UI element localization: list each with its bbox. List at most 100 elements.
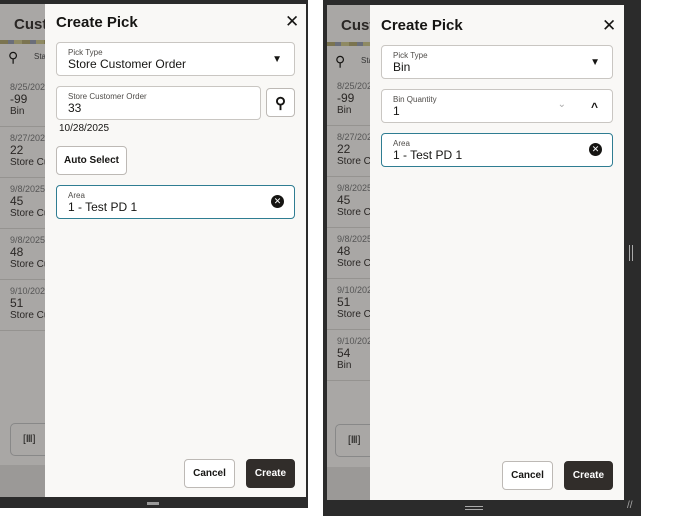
list-item-num: -99 — [337, 91, 355, 105]
create-button[interactable]: Create — [564, 461, 613, 490]
search-icon[interactable]: ⚲ — [335, 53, 346, 69]
list-item-date: 9/10/202 — [337, 336, 373, 346]
area-input[interactable]: Area 1 - Test PD 1 ✕ — [56, 185, 295, 219]
list-item-date: 8/27/202 — [337, 132, 373, 142]
list-item[interactable]: 9/8/2025 45 Store Cu — [327, 177, 375, 228]
search-icon[interactable]: ⚲ — [8, 49, 19, 65]
clear-icon[interactable]: ✕ — [271, 195, 284, 208]
create-button[interactable]: Create — [246, 459, 295, 488]
left-create-pick-drawer: Create Pick ✕ Pick Type Store Customer O… — [45, 4, 306, 497]
search-icon: ⚲ — [275, 94, 286, 112]
footer-bar — [327, 467, 375, 500]
list-item-type: Bin — [337, 105, 352, 116]
clear-icon[interactable]: ✕ — [589, 143, 602, 156]
order-search-button[interactable]: ⚲ — [266, 88, 295, 117]
scan-button[interactable]: [Ⅲ] — [335, 424, 375, 457]
list-item-num: 51 — [337, 295, 351, 309]
cancel-button[interactable]: Cancel — [502, 461, 553, 490]
auto-select-button[interactable]: Auto Select — [56, 146, 127, 175]
list-item-date: 8/25/202 — [10, 82, 46, 92]
field-label: Pick Type — [68, 48, 103, 57]
list-item-date: 9/10/202 — [10, 286, 46, 296]
background-title: Cust — [14, 16, 48, 33]
list-item[interactable]: 9/8/2025 48 Store Cu — [327, 228, 375, 279]
list-item[interactable]: 9/10/202 51 Store Cu — [0, 280, 50, 331]
header-stripe — [327, 42, 375, 46]
drawer-title: Create Pick — [381, 17, 463, 34]
pick-type-select[interactable]: Pick Type Bin ▼ — [381, 45, 613, 79]
list-item-type: Bin — [337, 360, 352, 371]
list-item-date: 9/10/202 — [337, 285, 373, 295]
right-background-screen: Cust ⚲ Sta 8/25/202 -99 Bin 8/27/202 22 Store… — [327, 5, 375, 500]
list-item[interactable]: 9/10/202 54 Bin — [327, 330, 375, 381]
drawer-title: Create Pick — [56, 14, 138, 31]
pick-type-select[interactable]: Pick Type Store Customer Order ▼ — [56, 42, 295, 76]
list-item-type: Store Cu — [10, 157, 50, 168]
list-item-num: 45 — [10, 194, 24, 208]
scan-button[interactable]: [Ⅲ] — [10, 423, 50, 456]
footer-bar — [0, 465, 50, 497]
list-item-date: 9/8/2025 — [10, 235, 46, 245]
bottom-drag-handle[interactable] — [465, 506, 483, 510]
list-item-date: 8/25/202 — [337, 81, 373, 91]
bottom-drag-handle[interactable] — [147, 502, 159, 505]
list-item-num: 54 — [337, 346, 351, 360]
barcode-scan-icon: [Ⅲ] — [23, 434, 36, 445]
list-item-type: Store Cu — [10, 259, 50, 270]
list-item[interactable]: 9/8/2025 48 Store Cu — [0, 229, 50, 280]
field-label: Area — [393, 139, 410, 148]
field-label: Pick Type — [393, 51, 428, 60]
search-label: Sta — [361, 56, 374, 65]
increment-chevron-up-icon[interactable]: ^ — [590, 100, 598, 114]
left-background-screen: Cust ⚲ Sta 8/25/202 -99 Bin 8/27/202 22 Store… — [0, 4, 50, 497]
caret-down-icon: ▼ — [590, 57, 600, 68]
area-input[interactable]: Area 1 - Test PD 1 ✕ — [381, 133, 613, 167]
field-value: 1 - Test PD 1 — [68, 200, 138, 214]
search-label: Sta — [34, 52, 47, 61]
list-item[interactable]: 9/8/2025 45 Store Cu — [0, 178, 50, 229]
list-item-date: 9/8/2025 — [337, 183, 373, 193]
resize-grip-icon[interactable]: // — [627, 500, 633, 511]
close-icon[interactable]: ✕ — [285, 12, 300, 31]
background-title: Cust — [341, 17, 375, 34]
order-date: 10/28/2025 — [59, 123, 110, 134]
list-item-type: Store Cu — [10, 208, 50, 219]
field-value: Store Customer Order — [68, 57, 187, 71]
field-label: Area — [68, 191, 85, 200]
list-item-num: 48 — [10, 245, 24, 259]
list-item-type: Store Cu — [337, 309, 375, 320]
list-item-num: 51 — [10, 296, 24, 310]
field-value: 33 — [68, 101, 82, 115]
bin-quantity-stepper[interactable]: Bin Quantity 1 ⌄ ^ — [381, 89, 613, 123]
list-item[interactable]: 9/10/202 51 Store Cu — [327, 279, 375, 330]
list-item[interactable]: 8/27/202 22 Store Cu — [327, 126, 375, 177]
field-value: Bin — [393, 60, 411, 74]
barcode-scan-icon: [Ⅲ] — [348, 435, 361, 446]
side-drag-handle[interactable] — [629, 245, 633, 261]
cancel-button[interactable]: Cancel — [184, 459, 235, 488]
field-label: Store Customer Order — [68, 92, 147, 101]
list-item-num: 22 — [10, 143, 24, 157]
close-icon[interactable]: ✕ — [602, 16, 617, 35]
list-item[interactable]: 8/25/202 -99 Bin — [0, 76, 50, 127]
list-item-type: Bin — [10, 106, 25, 117]
list-item-date: 9/8/2025 — [337, 234, 373, 244]
caret-down-icon: ▼ — [272, 54, 282, 65]
list-item-num: 48 — [337, 244, 351, 258]
list-item-num: 22 — [337, 142, 351, 156]
list-item-date: 9/8/2025 — [10, 184, 46, 194]
list-item-type: Store Cu — [337, 156, 375, 167]
list-item-type: Store Cu — [337, 207, 375, 218]
list-item-type: Store Cu — [337, 258, 375, 269]
store-customer-order-input[interactable]: Store Customer Order 33 — [56, 86, 261, 120]
field-label: Bin Quantity — [393, 95, 437, 104]
list-item[interactable]: 8/25/202 -99 Bin — [327, 75, 375, 126]
field-value: 1 - Test PD 1 — [393, 148, 463, 162]
list-item-type: Store Cu — [10, 310, 50, 321]
header-stripe — [0, 40, 50, 44]
right-create-pick-drawer: Create Pick ✕ Pick Type Bin ▼ Bin Quanti… — [370, 5, 624, 500]
list-item-num: -99 — [10, 92, 28, 106]
decrement-chevron-down-icon[interactable]: ⌄ — [557, 99, 566, 110]
list-item[interactable]: 8/27/202 22 Store Cu — [0, 127, 50, 178]
field-value: 1 — [393, 104, 400, 118]
